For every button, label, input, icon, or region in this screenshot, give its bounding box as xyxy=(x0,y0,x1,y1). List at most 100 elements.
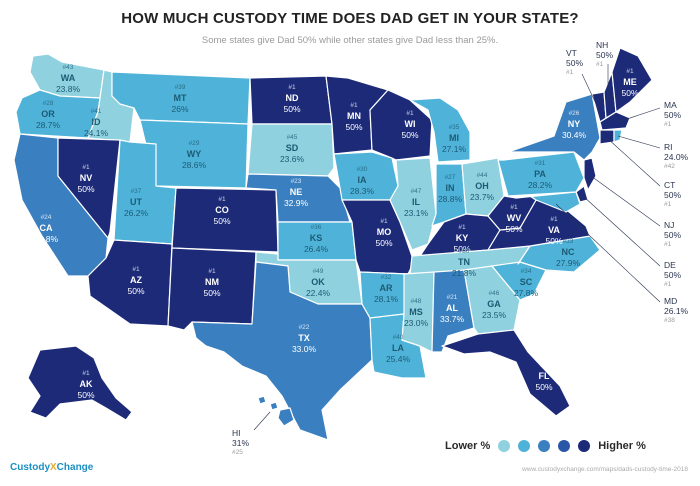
state-shape-nj xyxy=(583,157,597,191)
state-abbr: TX xyxy=(298,333,310,343)
state-abbr: IL xyxy=(412,197,420,207)
state-abbr: SD xyxy=(285,143,299,153)
state-percent: 23.6% xyxy=(279,154,305,164)
state-abbr: DE xyxy=(664,260,676,270)
state-percent: 50% xyxy=(664,270,682,280)
state-percent: 50% xyxy=(213,216,231,226)
state-abbr: ID xyxy=(91,117,101,127)
legend-swatch-3 xyxy=(538,440,551,452)
state-abbr: VA xyxy=(548,225,560,235)
state-shape-ma xyxy=(599,111,631,131)
state-abbr: ND xyxy=(285,93,299,103)
state-label-va: #1 VA 50% xyxy=(534,214,574,247)
state-rank: #1 xyxy=(664,281,672,288)
state-abbr: RI xyxy=(664,142,673,152)
state-rank: #39 xyxy=(174,84,186,91)
state-percent: 50% xyxy=(505,224,523,234)
state-percent: 28.3% xyxy=(349,186,375,196)
legend-high-label: Higher % xyxy=(598,440,646,452)
state-label-ak: #1 AK 50% xyxy=(66,368,106,401)
state-abbr: ME xyxy=(623,77,637,87)
state-label-ga: #46 GA 23.5% xyxy=(474,288,514,321)
state-percent: 50% xyxy=(664,190,682,200)
state-abbr: WV xyxy=(506,213,522,223)
state-shape-sd xyxy=(247,123,335,177)
state-label-nc: #33 NC 27.9% xyxy=(548,236,588,269)
state-rank: #35 xyxy=(448,124,460,131)
state-abbr: MA xyxy=(664,100,677,110)
state-label-ny: #26 NY 30.4% xyxy=(554,108,594,141)
state-label-vt: VT 50% #1 xyxy=(566,48,583,78)
state-label-ca: #24 CA 32.8% xyxy=(26,212,66,245)
state-percent: 50% xyxy=(535,382,553,392)
state-label-hi: HI 31% #25 xyxy=(232,428,249,458)
state-label-pa: #31 PA 28.2% xyxy=(520,158,560,191)
state-label-ri: RI 24.0% #42 xyxy=(664,142,688,172)
state-label-nv: #1 NV 50% xyxy=(66,162,106,195)
state-percent: 24.1% xyxy=(83,128,109,138)
state-percent: 26.4% xyxy=(303,244,329,254)
state-abbr: NE xyxy=(289,187,303,197)
state-rank: #31 xyxy=(534,160,546,167)
state-rank: #27 xyxy=(444,174,456,181)
state-abbr: NY xyxy=(567,119,581,129)
state-rank: #1 xyxy=(664,121,672,128)
legend-low-label: Lower % xyxy=(445,440,491,452)
state-label-nj: NJ 50% #1 xyxy=(664,220,681,250)
state-rank: #1 xyxy=(566,69,574,76)
state-abbr: NC xyxy=(561,247,575,257)
state-abbr: MS xyxy=(409,307,423,317)
state-shape-ct xyxy=(599,129,615,145)
state-label-in: #27 IN 28.8% xyxy=(430,172,470,205)
state-abbr: MO xyxy=(376,227,392,237)
state-percent: 24.0% xyxy=(664,152,689,162)
state-label-ar: #32 AR 28.1% xyxy=(366,272,406,305)
state-percent: 50% xyxy=(203,288,221,298)
state-rank: #1 xyxy=(510,204,518,211)
state-rank: #38 xyxy=(664,317,675,324)
state-label-ut: #37 UT 26.2% xyxy=(116,186,156,219)
state-label-al: #21 AL 33.7% xyxy=(432,292,472,325)
state-shape-mt xyxy=(111,71,251,125)
state-percent: 28.7% xyxy=(35,120,61,130)
state-percent: 26% xyxy=(171,104,189,114)
state-label-az: #1 AZ 50% xyxy=(116,264,156,297)
state-shape-il xyxy=(389,157,437,251)
state-rank: #43 xyxy=(62,64,74,71)
state-rank: #28 xyxy=(42,100,54,107)
state-label-sd: #45 SD 23.6% xyxy=(272,132,312,165)
state-label-wy: #29 WY 28.6% xyxy=(174,138,214,171)
state-shape-md xyxy=(515,191,581,213)
state-shape-fl xyxy=(441,329,571,417)
state-shape-mi xyxy=(409,97,471,163)
state-rank: #1 xyxy=(664,201,672,208)
state-percent: 27.8% xyxy=(513,288,539,298)
state-percent: 50% xyxy=(345,122,363,132)
legend-swatch-5 xyxy=(578,440,591,452)
state-rank: #1 xyxy=(540,362,548,369)
state-percent: 25.4% xyxy=(385,354,411,364)
state-rank: #1 xyxy=(406,110,414,117)
state-percent: 50% xyxy=(545,236,563,246)
state-label-sc: #34 SC 27.8% xyxy=(506,266,546,299)
state-abbr: TN xyxy=(458,257,470,267)
state-shape-sc xyxy=(491,261,547,301)
state-percent: 23.8% xyxy=(55,84,81,94)
state-abbr: NJ xyxy=(664,220,675,230)
state-rank: #1 xyxy=(218,196,226,203)
state-label-tx: #22 TX 33.0% xyxy=(284,322,324,355)
state-rank: #1 xyxy=(82,370,90,377)
state-percent: 28.8% xyxy=(437,194,463,204)
state-label-id: #41 ID 24.1% xyxy=(76,106,116,139)
state-percent: 32.9% xyxy=(283,198,309,208)
state-shape-tx xyxy=(191,261,373,441)
state-percent: 50% xyxy=(375,238,393,248)
state-percent: 50% xyxy=(596,50,614,60)
state-label-ma: MA 50% #1 xyxy=(664,100,681,130)
state-percent: 21.8% xyxy=(451,268,477,278)
state-rank: #25 xyxy=(232,449,243,456)
state-percent: 28.1% xyxy=(373,294,399,304)
state-abbr: NH xyxy=(596,40,609,50)
state-rank: #29 xyxy=(188,140,200,147)
state-rank: #41 xyxy=(90,108,102,115)
